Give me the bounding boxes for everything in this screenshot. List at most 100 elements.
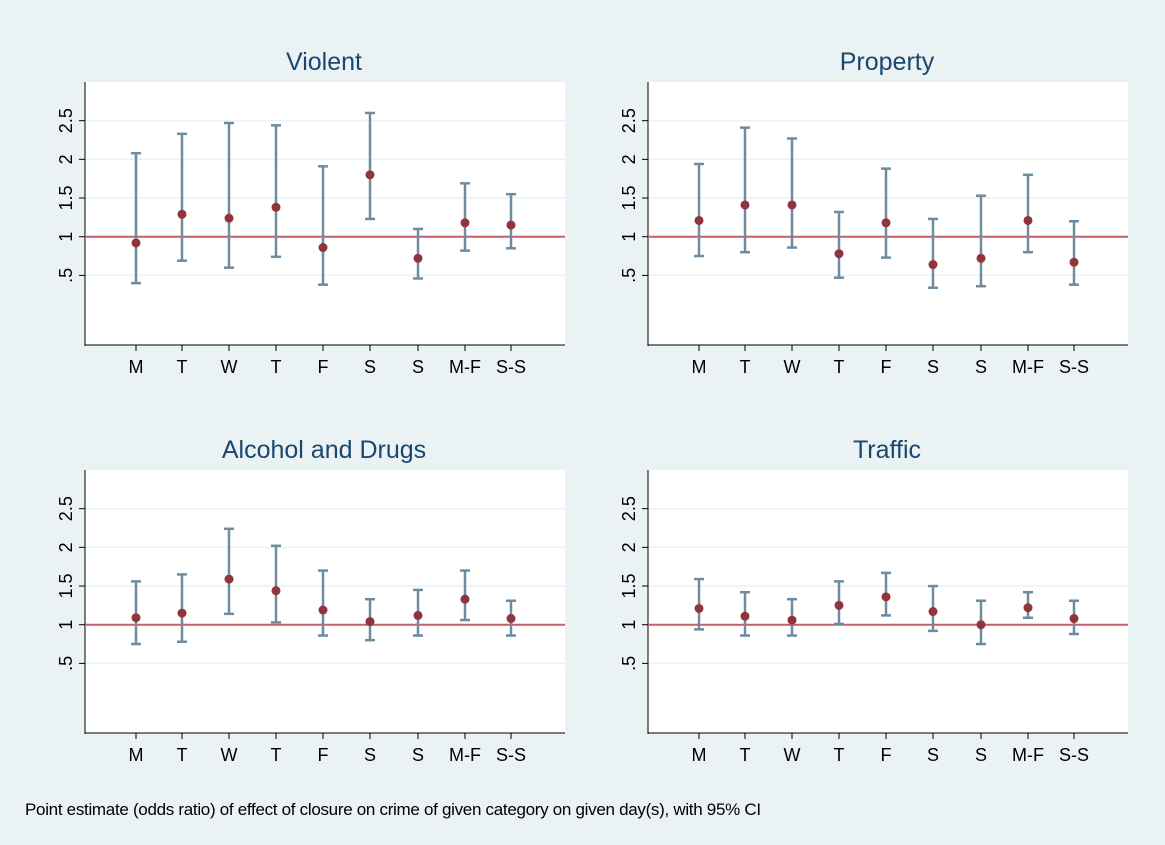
point-estimate	[1069, 614, 1079, 624]
y-tick-label: 1.5	[619, 186, 639, 211]
x-tick-label: T	[271, 745, 282, 765]
point-estimate	[928, 607, 938, 617]
point-estimate	[413, 610, 423, 620]
chart-grid: .511.522.5M T W T F S S M-F S-SViolent.511.522.5…	[56, 48, 1128, 765]
x-tick-label: T	[271, 357, 282, 377]
y-tick-label: 2.5	[619, 108, 639, 133]
x-tick-label: M-F	[449, 357, 481, 377]
y-tick-label: 2	[619, 154, 639, 164]
x-tick-label: W	[784, 357, 801, 377]
panel-0: .5 1 1.5 2 2.5 M T W T F S S M-F S-S Violent	[56, 48, 565, 377]
y-tick-label: 1	[56, 620, 76, 630]
x-tick-label: M-F	[1012, 357, 1044, 377]
x-tick-label: S-S	[496, 357, 526, 377]
x-tick-label: W	[221, 745, 238, 765]
y-tick-label: 1.5	[56, 574, 76, 599]
x-tick-label: F	[881, 357, 892, 377]
point-estimate	[506, 614, 516, 624]
panel-title: Property	[840, 48, 935, 76]
plot-area	[85, 82, 565, 345]
y-tick-label: .5	[619, 656, 639, 671]
y-tick-label: 2	[619, 542, 639, 552]
point-estimate	[318, 605, 328, 615]
point-estimate	[318, 243, 328, 253]
x-tick-label: S-S	[1059, 745, 1089, 765]
point-estimate	[1023, 215, 1033, 225]
point-estimate	[976, 253, 986, 263]
x-tick-label: M-F	[449, 745, 481, 765]
x-tick-label: S	[412, 357, 424, 377]
point-estimate	[881, 592, 891, 602]
x-tick-label: F	[318, 745, 329, 765]
x-tick-label: T	[740, 745, 751, 765]
x-tick-label: S-S	[1059, 357, 1089, 377]
point-estimate	[365, 170, 375, 180]
point-estimate	[224, 213, 234, 223]
point-estimate	[834, 600, 844, 610]
x-tick-label: M	[692, 745, 707, 765]
point-estimate	[224, 574, 234, 584]
figure-caption: Point estimate (odds ratio) of effect of…	[25, 800, 761, 819]
y-tick-label: 1.5	[56, 186, 76, 211]
point-estimate	[787, 615, 797, 625]
x-tick-label: F	[318, 357, 329, 377]
y-tick-label: 2	[56, 542, 76, 552]
x-tick-label: S	[364, 357, 376, 377]
x-tick-label: T	[834, 745, 845, 765]
point-estimate	[787, 200, 797, 210]
y-tick-label: .5	[56, 268, 76, 283]
point-estimate	[928, 260, 938, 270]
x-tick-label: M	[692, 357, 707, 377]
x-tick-label: S	[412, 745, 424, 765]
panel-3: .5 1 1.5 2 2.5 M T W T F S S M-F S-S Traffic	[619, 436, 1128, 765]
point-estimate	[834, 249, 844, 259]
point-estimate	[740, 200, 750, 210]
x-tick-label: S	[927, 745, 939, 765]
panel-2: .5 1 1.5 2 2.5 M T W T F S S M-F S-S Alcohol and Drugs	[56, 436, 565, 765]
point-estimate	[460, 218, 470, 228]
x-tick-label: W	[784, 745, 801, 765]
point-estimate	[976, 620, 986, 630]
point-estimate	[365, 617, 375, 627]
y-tick-label: 2	[56, 154, 76, 164]
x-tick-label: M	[129, 745, 144, 765]
point-estimate	[740, 611, 750, 621]
point-estimate	[131, 238, 141, 248]
point-estimate	[131, 613, 141, 623]
x-tick-label: S-S	[496, 745, 526, 765]
x-tick-label: S	[975, 357, 987, 377]
y-tick-label: .5	[56, 656, 76, 671]
point-estimate	[271, 202, 281, 212]
plot-area	[85, 470, 565, 733]
panel-title: Alcohol and Drugs	[222, 436, 426, 464]
y-tick-label: 2.5	[56, 108, 76, 133]
x-tick-label: S	[364, 745, 376, 765]
y-tick-label: 1.5	[619, 574, 639, 599]
plot-area	[648, 82, 1128, 345]
panel-title: Traffic	[853, 436, 921, 464]
point-estimate	[413, 253, 423, 263]
y-tick-label: .5	[619, 268, 639, 283]
point-estimate	[177, 608, 187, 618]
point-estimate	[460, 594, 470, 604]
point-estimate	[506, 220, 516, 230]
x-tick-label: S	[975, 745, 987, 765]
y-tick-label: 1	[619, 232, 639, 242]
panel-1: .5 1 1.5 2 2.5 M T W T F S S M-F S-S Property	[619, 48, 1128, 377]
x-tick-label: T	[177, 745, 188, 765]
x-tick-label: W	[221, 357, 238, 377]
point-estimate	[694, 603, 704, 613]
y-tick-label: 2.5	[619, 496, 639, 521]
point-estimate	[1023, 603, 1033, 613]
x-tick-label: S	[927, 357, 939, 377]
point-estimate	[881, 218, 891, 228]
x-tick-label: T	[834, 357, 845, 377]
plot-area	[648, 470, 1128, 733]
y-tick-label: 1	[619, 620, 639, 630]
x-tick-label: F	[881, 745, 892, 765]
point-estimate	[1069, 257, 1079, 267]
x-tick-label: M-F	[1012, 745, 1044, 765]
panel-title: Violent	[286, 48, 362, 76]
y-tick-label: 1	[56, 232, 76, 242]
